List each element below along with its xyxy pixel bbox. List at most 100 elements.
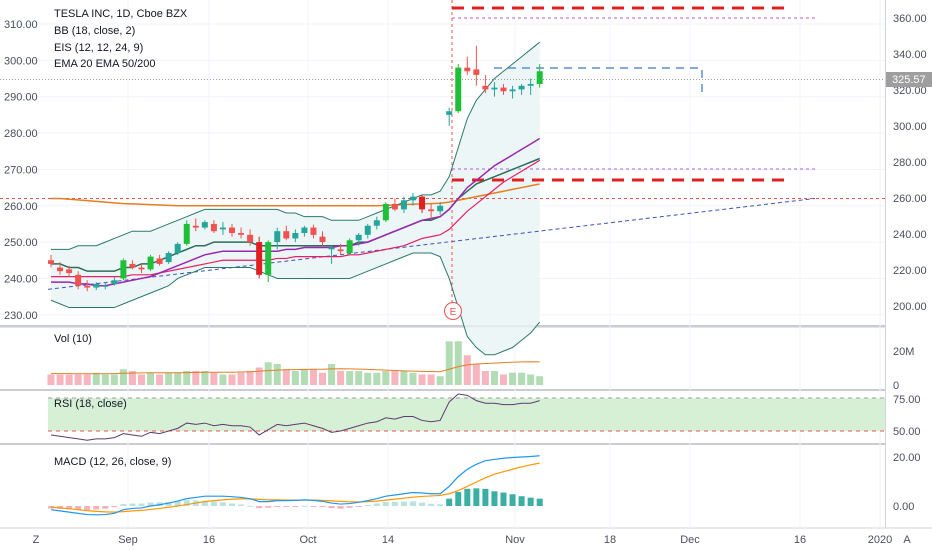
candle-body: [500, 87, 507, 92]
macd-histogram-bar: [120, 504, 127, 506]
macd-histogram-bar: [500, 492, 507, 506]
legend-bb[interactable]: BB (18, close, 2): [54, 25, 135, 37]
time-axis-label: 16: [794, 534, 806, 546]
candle-body: [165, 253, 172, 263]
left-axis-label: 310.00: [4, 19, 38, 31]
bb-upper-line: [51, 41, 541, 250]
volume-bar: [300, 369, 308, 385]
candle-body: [120, 260, 127, 279]
candle-body: [238, 233, 245, 235]
legend-ema[interactable]: EMA 20 EMA 50/200: [54, 58, 156, 70]
macd-histogram-bar: [518, 496, 525, 506]
volume-bar: [101, 374, 109, 385]
macd-histogram-bar: [147, 502, 154, 506]
macd-line: [50, 455, 540, 516]
candle-body: [455, 67, 462, 112]
macd-histogram-bar: [382, 502, 389, 506]
left-axis-label: 300.00: [4, 55, 38, 67]
macd-histogram-bar: [156, 502, 163, 506]
candle-body: [57, 267, 64, 272]
legend-macd[interactable]: MACD (12, 26, close, 9): [54, 456, 171, 468]
macd-histogram-bar: [464, 488, 471, 506]
candle-body: [93, 283, 100, 288]
earnings-marker[interactable]: [444, 302, 462, 320]
volume-bar: [337, 371, 345, 385]
left-axis-label: 250.00: [4, 237, 38, 249]
macd-histogram-bar: [391, 501, 398, 506]
macd-histogram-bar: [373, 503, 380, 506]
volume-bar: [454, 341, 462, 385]
log-scale-button[interactable]: Z: [33, 534, 40, 546]
right-axis-label: 200.00: [893, 301, 927, 313]
last-price-badge: [886, 72, 932, 87]
volume-bar: [346, 371, 354, 385]
volume-bar: [65, 374, 73, 385]
volume-bar: [83, 374, 91, 385]
legend-rsi[interactable]: RSI (18, close): [54, 398, 127, 410]
candle-body: [491, 87, 498, 90]
rsi-line: [50, 393, 540, 441]
legend-symbol[interactable]: TESLA INC, 1D, Cboe BZX: [54, 8, 188, 20]
candle-body: [355, 234, 362, 241]
macd-histogram-bar: [355, 506, 362, 507]
legend-eis[interactable]: EIS (12, 12, 24, 9): [54, 42, 143, 54]
macd-histogram-bar: [84, 506, 91, 510]
candle-body: [292, 233, 299, 239]
legend-vol[interactable]: Vol (10): [54, 333, 92, 345]
candle-body: [536, 71, 543, 84]
axes: 310.00 300.00 290.00 280.00 270.00 260.00 250.…: [4, 13, 927, 546]
candle-body: [111, 280, 118, 284]
last-price-label: 325.57: [892, 74, 926, 86]
macd-histogram-bar: [165, 501, 172, 506]
volume-bar: [237, 372, 245, 385]
volume-bar: [527, 374, 535, 385]
macd-histogram-bar: [536, 498, 543, 506]
macd-histogram-bar: [437, 504, 444, 506]
volume-bar: [391, 371, 399, 385]
auto-scale-button[interactable]: A: [903, 534, 911, 546]
volume-bar: [355, 371, 363, 385]
volume-bar: [373, 372, 381, 385]
macd-histogram-bar: [419, 502, 426, 506]
volume-bar: [282, 369, 290, 385]
macd-histogram-bar: [455, 492, 462, 506]
candle-body: [48, 260, 54, 264]
right-axis-label: 240.00: [893, 229, 927, 241]
macd-axis-label: 20.00: [893, 452, 921, 464]
right-axis-label: 220.00: [893, 265, 927, 277]
candle-body: [75, 274, 82, 286]
left-axis-label: 280.00: [4, 128, 38, 140]
volume-bar: [463, 355, 471, 385]
candle-body: [66, 269, 73, 273]
time-axis-label: Sep: [118, 534, 138, 546]
time-axis-label: 16: [203, 534, 215, 546]
macd-histogram-bar: [337, 506, 344, 509]
macd-histogram-bar: [274, 506, 281, 507]
volume-bar: [138, 374, 145, 385]
macd-histogram-bar: [319, 506, 326, 507]
candle-body: [274, 231, 281, 243]
candle-body: [147, 256, 154, 270]
volume-bar: [192, 371, 200, 385]
candle-body: [265, 242, 272, 275]
volume-bar: [536, 376, 544, 385]
volume-bar: [210, 372, 218, 385]
right-axis-label: 280.00: [893, 157, 927, 169]
right-axis-label: 300.00: [893, 121, 927, 133]
candle-body: [364, 225, 371, 235]
macd-histogram-bar: [75, 506, 82, 510]
macd-histogram-bar: [328, 506, 335, 509]
trendline: [47, 197, 816, 290]
time-axis-label: Dec: [680, 534, 700, 546]
volume-bar: [128, 371, 136, 385]
candle-body: [527, 83, 534, 86]
volume-bar: [409, 372, 417, 385]
macd-histogram-bar: [238, 504, 245, 506]
macd-histogram-bar: [256, 506, 263, 509]
macd-histogram-bar: [346, 506, 353, 508]
macd-histogram-bar: [428, 503, 435, 506]
time-axis-label: 2020: [868, 534, 892, 546]
volume-ma-line: [51, 361, 540, 375]
candle-body: [400, 200, 407, 210]
